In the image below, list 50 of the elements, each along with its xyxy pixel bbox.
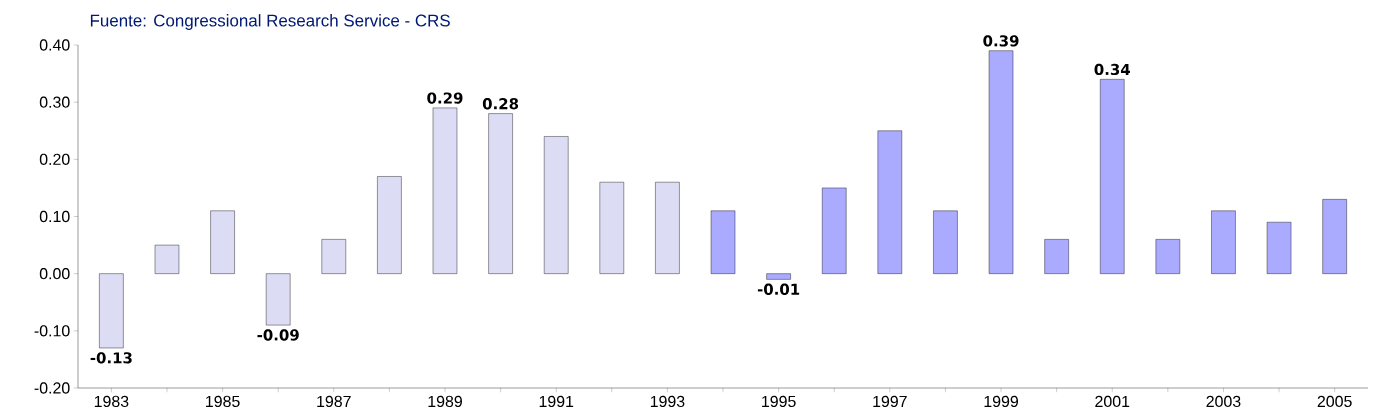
bar [710, 210, 736, 274]
y-tick-label: 0.00 [39, 268, 70, 280]
x-tick-label: 1993 [650, 395, 685, 408]
data-label: -0.01 [757, 283, 800, 295]
bar [599, 182, 625, 274]
y-tick-label: 0.10 [39, 210, 70, 223]
x-tick-label: 2001 [1095, 395, 1130, 408]
bar [488, 113, 513, 274]
y-tick-label: -0.20 [34, 382, 70, 394]
x-tick-label: 1999 [984, 395, 1019, 408]
data-label: 0.28 [482, 98, 519, 110]
bar [1155, 239, 1181, 274]
bar [1322, 199, 1347, 274]
bar [377, 176, 402, 274]
bar [766, 273, 791, 280]
bar [154, 244, 180, 274]
bar [1266, 222, 1292, 274]
bar [1100, 79, 1125, 274]
x-tick-label: 2005 [1317, 395, 1352, 408]
bar [265, 273, 291, 326]
x-tick-label: 1985 [206, 395, 240, 408]
x-tick-label: 1991 [539, 395, 574, 408]
bar [544, 136, 569, 274]
bar [432, 107, 458, 274]
chart-title: Fuente: Congressional Research Service - CRS [90, 14, 450, 30]
x-tick-label: 1987 [317, 395, 351, 408]
bar [877, 130, 903, 274]
bar [99, 273, 124, 349]
bar [933, 210, 958, 274]
y-tick-label: -0.10 [34, 325, 70, 337]
bar [321, 239, 346, 274]
data-label: -0.09 [257, 329, 299, 341]
x-tick-label: 2003 [1206, 395, 1241, 408]
bar [210, 210, 235, 274]
bar [988, 50, 1014, 274]
x-tick-label: 1983 [94, 395, 129, 408]
data-label: -0.13 [90, 352, 132, 364]
bar [1211, 210, 1236, 274]
bar [655, 182, 680, 274]
bar [822, 187, 847, 274]
y-tick-label: 0.40 [39, 39, 70, 51]
x-tick-label: 1995 [762, 395, 796, 408]
data-label: 0.39 [983, 35, 1019, 47]
data-label: 0.29 [427, 92, 463, 104]
y-tick-label: 0.30 [39, 96, 70, 108]
bar [1044, 239, 1069, 274]
x-tick-label: 1989 [428, 395, 462, 408]
x-tick-label: 1997 [873, 395, 907, 408]
y-tick-label: 0.20 [39, 153, 70, 165]
data-label: 0.34 [1094, 63, 1130, 76]
